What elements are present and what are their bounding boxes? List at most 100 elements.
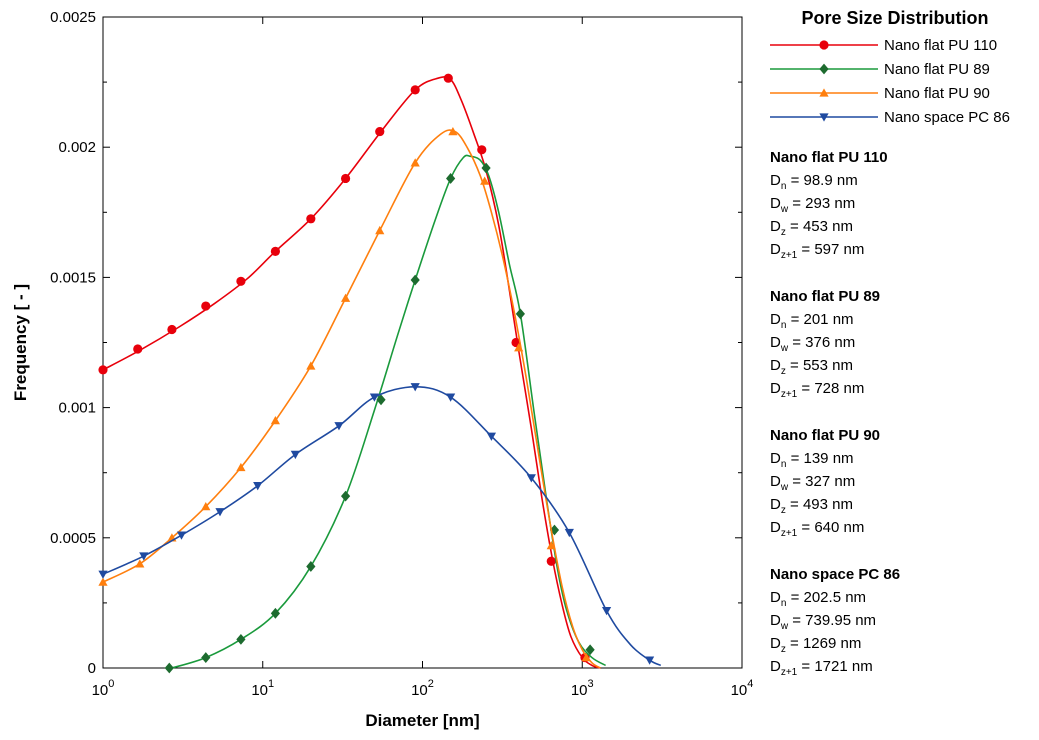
x-tick-label: 101: [251, 678, 274, 699]
data-point: [446, 393, 456, 402]
legend-marker: [819, 113, 829, 122]
data-point: [306, 361, 316, 370]
stats-block: Nano flat PU 90 Dn = 139 nm Dw = 327 nm Dz …: [770, 427, 880, 539]
legend-marker: [819, 63, 829, 75]
data-point: [410, 383, 420, 392]
series-layer: [98, 73, 662, 674]
stats-row: Dz = 453 nm: [770, 218, 853, 238]
data-point: [515, 308, 525, 320]
data-point: [410, 85, 420, 95]
series-line-nano-flat-pu-89: [171, 154, 606, 669]
data-point: [486, 432, 497, 441]
legend-item-nano-flat-pu-110: Nano flat PU 110: [770, 37, 997, 54]
stats-title: Nano flat PU 89: [770, 288, 880, 305]
series-nano-flat-pu-110: [98, 73, 601, 669]
data-point: [376, 394, 386, 406]
stats-title: Nano space PC 86: [770, 566, 900, 583]
legend-marker: [819, 40, 829, 50]
series-nano-flat-pu-89: [164, 154, 606, 674]
data-point: [340, 173, 351, 184]
data-point: [645, 656, 655, 665]
y-tick-label: 0.0025: [50, 9, 96, 26]
data-point: [334, 422, 344, 431]
data-point: [167, 324, 177, 335]
legend-item-nano-space-pc-86: Nano space PC 86: [770, 109, 1010, 126]
data-point: [446, 173, 456, 184]
data-point: [98, 577, 108, 586]
legend-label: Nano space PC 86: [884, 109, 1010, 126]
stats-row: Dw = 293 nm: [770, 195, 855, 215]
data-point: [477, 145, 487, 155]
x-tick-label: 102: [411, 678, 434, 699]
stats-row: Dn = 98.9 nm: [770, 172, 858, 192]
data-point: [236, 276, 246, 286]
data-point: [290, 450, 300, 460]
data-point: [176, 531, 187, 540]
legend-item-nano-flat-pu-90: Nano flat PU 90: [770, 85, 990, 102]
data-point: [201, 501, 211, 511]
stats-panel: Nano flat PU 110 Dn = 98.9 nm Dw = 293 nm D…: [770, 149, 900, 678]
data-point: [270, 246, 280, 256]
y-tick-label: 0.001: [58, 400, 96, 417]
stats-row: Dz+1 = 597 nm: [770, 241, 864, 261]
stats-row: Dz+1 = 728 nm: [770, 380, 864, 400]
stats-row: Dw = 739.95 nm: [770, 612, 876, 632]
data-point: [585, 644, 595, 656]
data-point: [369, 393, 380, 402]
stats-block: Nano space PC 86 Dn = 202.5 nm Dw = 739.95…: [770, 566, 900, 678]
data-point: [201, 652, 211, 663]
x-tick-label: 104: [731, 678, 754, 699]
stats-row: Dw = 376 nm: [770, 334, 855, 354]
data-point: [448, 126, 458, 136]
y-axis-title: Frequency [ - ]: [11, 284, 30, 401]
stats-row: Dz+1 = 1721 nm: [770, 658, 873, 678]
legend-marker: [819, 88, 829, 97]
data-point: [164, 662, 174, 674]
data-point: [546, 541, 556, 550]
stats-row: Dz+1 = 640 nm: [770, 519, 864, 539]
x-tick-label: 100: [92, 678, 115, 699]
data-point: [236, 462, 246, 472]
plot-frame: [102, 16, 743, 669]
y-tick-label: 0: [88, 660, 96, 677]
data-point: [340, 293, 351, 302]
y-tick-label: 0.0005: [50, 530, 96, 547]
data-point: [546, 556, 556, 566]
data-point: [375, 126, 385, 137]
data-point: [340, 490, 351, 502]
series-nano-space-pc-86: [98, 383, 662, 667]
stats-row: Dn = 202.5 nm: [770, 589, 866, 609]
stats-row: Dn = 139 nm: [770, 450, 854, 470]
stats-row: Dn = 201 nm: [770, 311, 854, 331]
stats-row: Dz = 493 nm: [770, 496, 853, 516]
data-point: [514, 343, 524, 352]
data-point: [443, 73, 453, 83]
stats-title: Nano flat PU 90: [770, 427, 880, 444]
data-point: [481, 162, 491, 174]
data-point: [270, 416, 280, 425]
data-point: [526, 474, 536, 483]
data-point: [139, 552, 149, 561]
data-point: [480, 176, 490, 185]
legend-label: Nano flat PU 90: [884, 85, 990, 102]
stats-block: Nano flat PU 89 Dn = 201 nm Dw = 376 nm Dz …: [770, 288, 880, 400]
data-point: [135, 559, 145, 568]
data-point: [133, 344, 143, 354]
x-axis-ticks: 100 101 102 103 104: [92, 17, 754, 699]
data-point: [410, 158, 420, 167]
stats-row: Dw = 327 nm: [770, 473, 855, 493]
data-point: [306, 561, 316, 572]
y-tick-label: 0.0015: [50, 269, 96, 286]
series-nano-flat-pu-90: [98, 126, 601, 669]
data-point: [201, 301, 211, 311]
data-point: [270, 607, 280, 619]
series-line-nano-flat-pu-110: [102, 76, 601, 669]
data-point: [375, 225, 385, 235]
x-axis-title: Diameter [nm]: [365, 711, 479, 730]
data-point: [215, 508, 225, 517]
data-point: [564, 528, 574, 538]
x-tick-label: 103: [571, 678, 594, 699]
series-line-nano-space-pc-86: [102, 385, 662, 667]
